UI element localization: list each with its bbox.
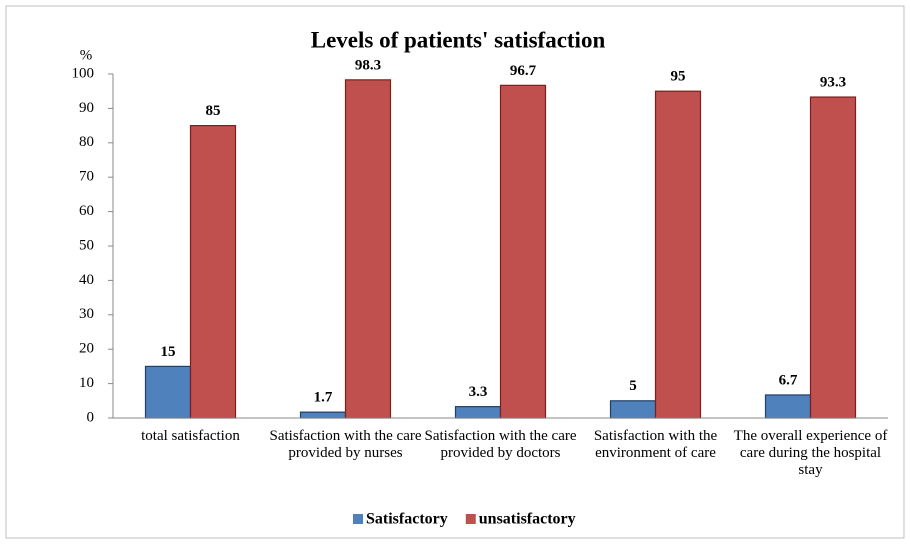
bar (299, 411, 347, 419)
bar (454, 406, 502, 419)
data-label: 15 (161, 344, 176, 360)
bar (609, 400, 657, 419)
bar (809, 96, 857, 419)
x-tick-label: The overall experience of care during th… (733, 428, 888, 478)
data-label: 6.7 (779, 372, 798, 388)
bar (189, 124, 237, 419)
x-tick-label: Satisfaction with the care provided by d… (424, 428, 577, 461)
y-tick-label: 10 (79, 375, 94, 391)
legend-label: unsatisfactory (479, 511, 576, 528)
y-tick-label: 40 (79, 272, 94, 288)
y-tick-label: 90 (79, 100, 94, 116)
y-tick-label: 30 (79, 306, 94, 322)
data-label: 93.3 (820, 74, 846, 90)
chart-frame (5, 5, 905, 539)
data-label: 96.7 (510, 63, 537, 79)
bar (654, 90, 702, 419)
bar (144, 365, 192, 419)
legend-swatch (353, 514, 363, 524)
data-label: 98.3 (355, 57, 381, 73)
data-label: 1.7 (314, 390, 333, 406)
data-label: 95 (671, 69, 686, 85)
legend-label: Satisfactory (366, 511, 448, 528)
y-tick-label: 50 (79, 237, 94, 253)
x-tick-label: total satisfaction (141, 428, 240, 444)
y-tick-label: 60 (79, 203, 94, 219)
x-tick-label: Satisfaction with the care provided by n… (269, 428, 422, 461)
data-label: 3.3 (469, 384, 488, 400)
chart-title: Levels of patients' satisfaction (311, 27, 606, 52)
y-tick-label: 100 (72, 65, 95, 81)
y-tick-label: 80 (79, 134, 94, 150)
y-tick-label: 70 (79, 169, 94, 185)
bar (499, 84, 547, 419)
data-label: 5 (629, 378, 637, 394)
x-tick-label: Satisfaction with the environment of car… (593, 428, 718, 461)
legend-swatch (465, 514, 476, 524)
y-tick-label: 0 (87, 409, 95, 425)
y-axis-label: % (80, 47, 93, 63)
y-tick-label: 20 (79, 341, 94, 357)
bar (764, 394, 812, 419)
bar (344, 79, 392, 419)
data-label: 85 (206, 103, 221, 119)
